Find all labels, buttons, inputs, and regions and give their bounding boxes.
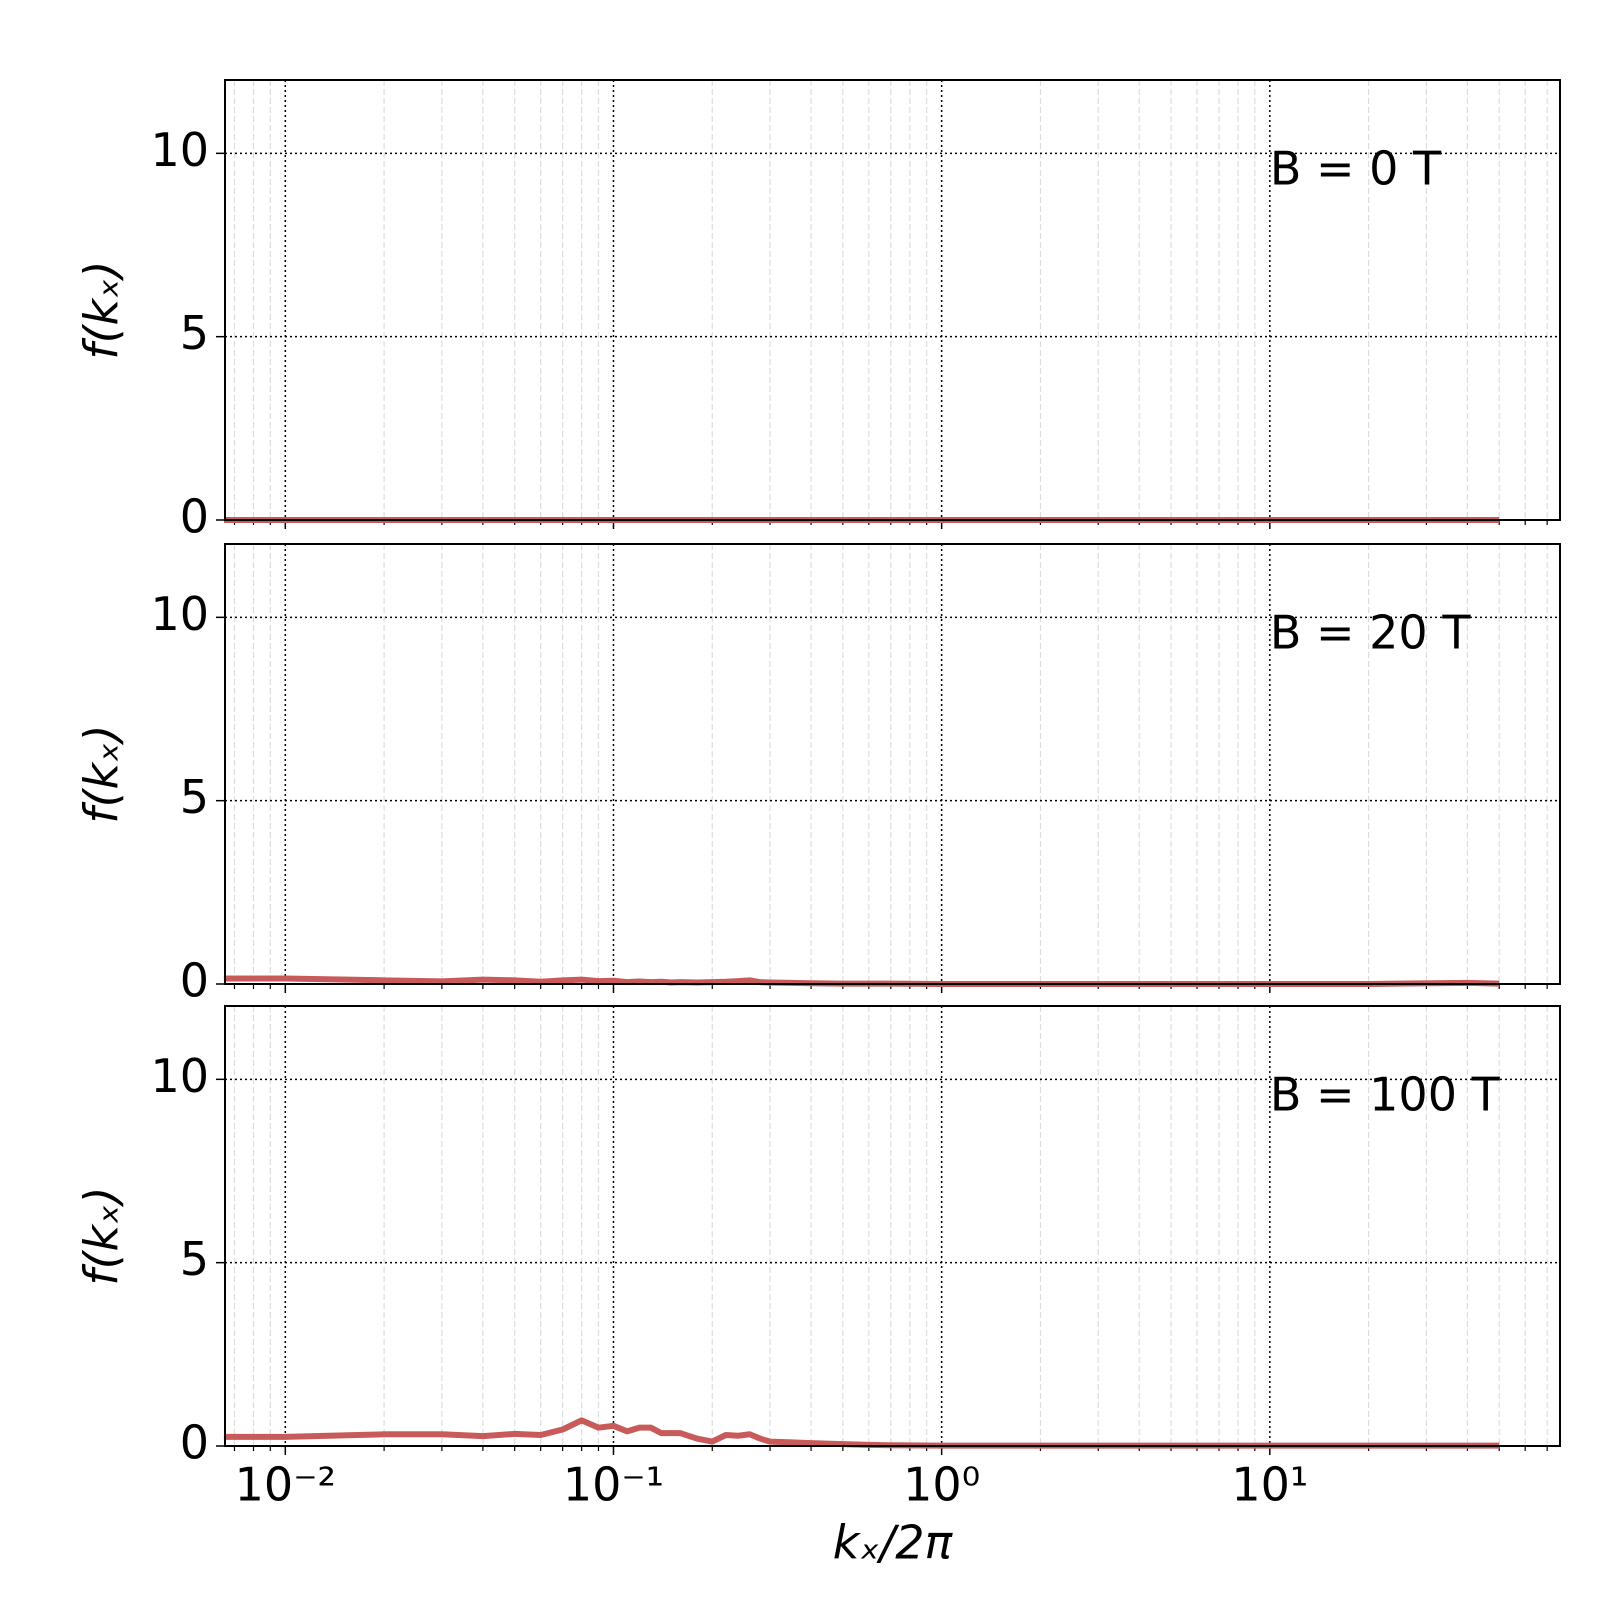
annotation: B = 0 T (1270, 142, 1442, 196)
y-tick-label: 5 (180, 770, 209, 824)
y-tick-label: 10 (150, 123, 209, 177)
y-axis-label: f(kₓ) (75, 1186, 129, 1285)
y-tick-label: 10 (150, 1049, 209, 1103)
y-tick-label: 0 (180, 1416, 209, 1470)
plot-frame (224, 543, 1561, 985)
x-tick-label: 10⁻² (235, 1458, 336, 1512)
plot-frame (224, 79, 1561, 521)
x-tick-label: 10¹ (1231, 1458, 1308, 1512)
x-tick-label: 10⁻¹ (563, 1458, 664, 1512)
y-axis-label: f(kₓ) (75, 260, 129, 359)
y-tick-label: 5 (180, 306, 209, 360)
y-axis-label: f(kₓ) (75, 724, 129, 823)
y-tick-label: 10 (150, 587, 209, 641)
annotation: B = 20 T (1270, 606, 1472, 660)
plot-frame (224, 1005, 1561, 1447)
y-tick-label: 0 (180, 954, 209, 1008)
x-tick-label: 10⁰ (903, 1458, 980, 1512)
x-axis-label: kₓ/2π (833, 1516, 954, 1570)
y-tick-label: 0 (180, 490, 209, 544)
y-tick-label: 5 (180, 1232, 209, 1286)
data-line (223, 1417, 1500, 1449)
annotation: B = 100 T (1270, 1068, 1501, 1122)
